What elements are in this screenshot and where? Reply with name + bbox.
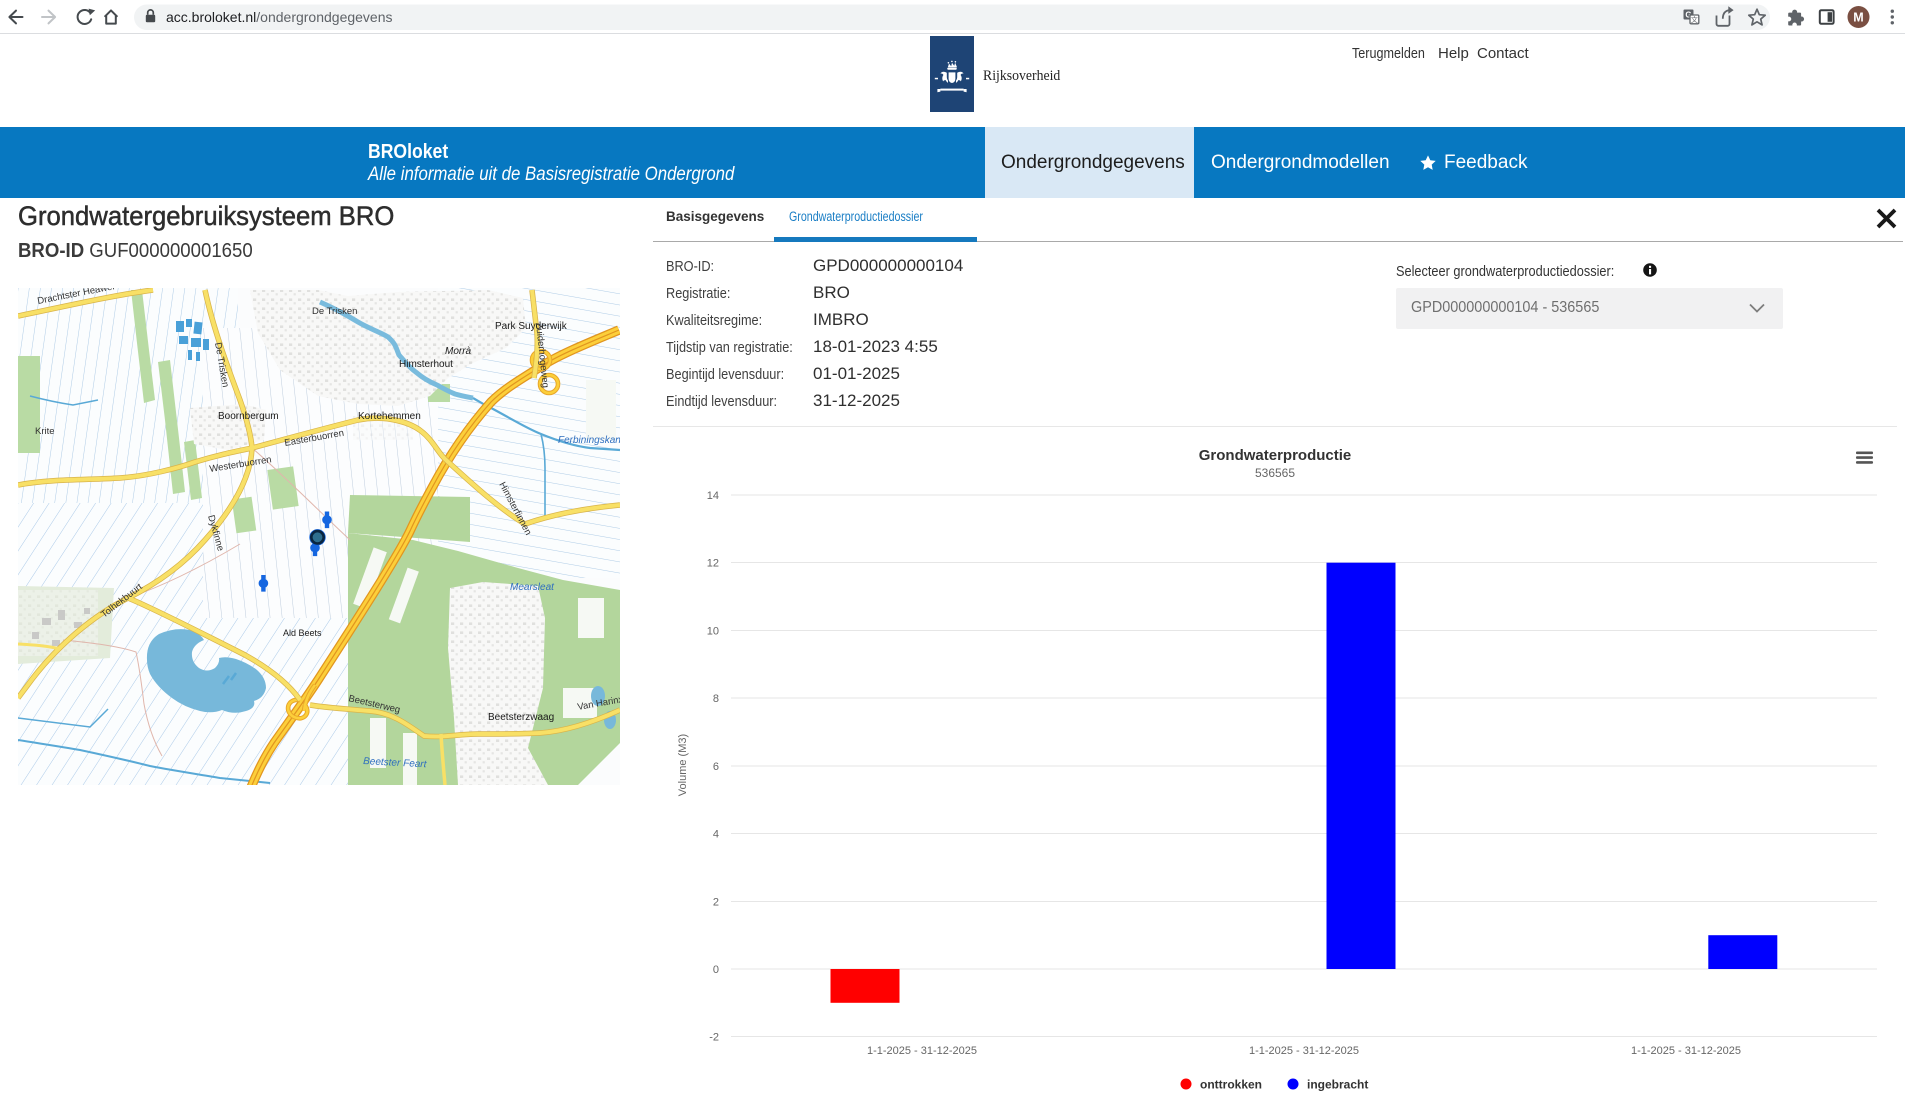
svg-text:Ferbiningskanaal: Ferbiningskanaal [558,435,620,446]
svg-text:Himsterhout: Himsterhout [399,359,453,370]
svg-text:1-1-2025 - 31-12-2025: 1-1-2025 - 31-12-2025 [1249,1045,1359,1057]
svg-text:12: 12 [707,558,719,570]
svg-text:Mearsleat: Mearsleat [510,582,555,593]
svg-text:Kortehemmen: Kortehemmen [358,411,421,422]
svg-text:Morrà: Morrà [445,346,472,357]
svg-text:Beetster Feart: Beetster Feart [363,756,428,770]
svg-text:0: 0 [713,964,719,976]
svg-text:1-1-2025 - 31-12-2025: 1-1-2025 - 31-12-2025 [1631,1045,1741,1057]
svg-text:1-1-2025 - 31-12-2025: 1-1-2025 - 31-12-2025 [867,1045,977,1057]
svg-text:onttrokken: onttrokken [1200,1078,1262,1092]
svg-text:2: 2 [713,896,719,908]
svg-text:Boornbergum: Boornbergum [218,411,279,422]
svg-text:6: 6 [713,761,719,773]
svg-text:536565: 536565 [1255,466,1295,480]
svg-text:14: 14 [707,490,719,502]
svg-text:Park Suyderwijk: Park Suyderwijk [495,321,568,332]
svg-text:acc.broloket.nl/ondergrondgege: acc.broloket.nl/ondergrondgegevens [166,9,393,25]
svg-text:4: 4 [713,829,719,841]
svg-text:8: 8 [713,693,719,705]
svg-text:De Trisken: De Trisken [312,306,357,317]
svg-text:文: 文 [1691,15,1698,24]
svg-text:-2: -2 [709,1032,719,1044]
svg-text:Volume (M3): Volume (M3) [677,734,689,796]
svg-text:M: M [1853,11,1863,25]
svg-text:Grondwaterproductie: Grondwaterproductie [1199,447,1352,464]
svg-text:Ald Beets: Ald Beets [283,628,322,638]
svg-text:Krite: Krite [35,426,55,437]
svg-text:10: 10 [707,625,719,637]
svg-text:G: G [1685,11,1691,20]
svg-text:ingebracht: ingebracht [1307,1078,1368,1092]
svg-text:Beetsterzwaag: Beetsterzwaag [488,712,554,723]
